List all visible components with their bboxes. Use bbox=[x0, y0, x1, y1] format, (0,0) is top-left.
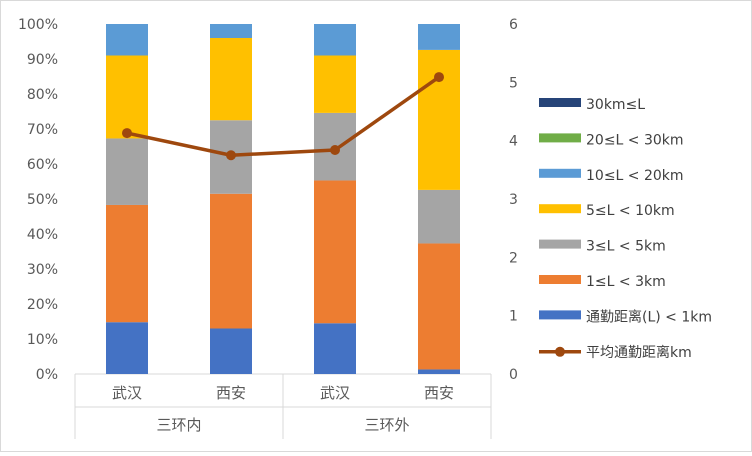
left-tick-label: 80% bbox=[27, 87, 58, 103]
left-tick-label: 100% bbox=[18, 17, 58, 33]
bar-segment bbox=[314, 180, 356, 324]
bar-segment bbox=[314, 24, 356, 56]
left-tick-label: 40% bbox=[27, 227, 58, 243]
left-tick-label: 50% bbox=[27, 192, 58, 208]
bar-segment bbox=[418, 243, 460, 370]
bar-segment bbox=[314, 323, 356, 374]
line-point bbox=[330, 145, 340, 155]
average-distance-line bbox=[122, 72, 444, 161]
bar-segment bbox=[210, 24, 252, 38]
legend-label: 10≤L < 20km bbox=[586, 168, 684, 184]
category-label: 西安 bbox=[424, 384, 454, 402]
category-label: 武汉 bbox=[112, 384, 142, 402]
bar-segment bbox=[210, 193, 252, 329]
right-tick-label: 1 bbox=[509, 309, 518, 325]
bar-segment bbox=[106, 24, 148, 56]
right-tick-label: 4 bbox=[509, 134, 518, 150]
legend-swatch bbox=[539, 133, 581, 143]
bar-segment bbox=[314, 55, 356, 113]
legend-swatch bbox=[539, 239, 581, 249]
bar-segment bbox=[106, 204, 148, 323]
right-axis-ticks: 0 1 2 3 4 5 6 bbox=[509, 17, 518, 383]
right-tick-label: 5 bbox=[509, 75, 518, 91]
left-axis-ticks: 0% 10% 20% 30% 40% 50% 60% 70% 80% 90% 100% bbox=[18, 17, 58, 383]
left-tick-label: 70% bbox=[27, 122, 58, 138]
legend-swatch bbox=[539, 310, 581, 320]
bar-segment bbox=[106, 138, 148, 205]
average-distance-line-path bbox=[126, 75, 441, 157]
left-tick-label: 30% bbox=[27, 262, 58, 278]
bar-segment bbox=[418, 24, 460, 50]
category-group-label: 三环外 bbox=[364, 416, 409, 434]
legend-label: 3≤L < 5km bbox=[586, 239, 666, 255]
right-tick-label: 3 bbox=[509, 192, 518, 208]
legend-label: 20≤L < 30km bbox=[586, 132, 684, 148]
bar-segment bbox=[210, 328, 252, 374]
legend-swatch bbox=[539, 275, 581, 284]
line-point bbox=[122, 128, 132, 139]
category-label: 武汉 bbox=[320, 384, 350, 402]
line-point bbox=[226, 150, 236, 161]
legend-line-marker bbox=[555, 346, 565, 357]
left-tick-label: 90% bbox=[27, 52, 58, 68]
bar-segment bbox=[418, 369, 460, 374]
right-tick-label: 6 bbox=[509, 17, 518, 33]
bar-segment bbox=[418, 189, 460, 244]
left-tick-label: 20% bbox=[27, 297, 58, 313]
legend-label: 30km≤L bbox=[586, 97, 645, 113]
legend-swatch bbox=[539, 98, 581, 107]
left-tick-label: 10% bbox=[27, 332, 58, 348]
left-tick-label: 60% bbox=[27, 157, 58, 173]
line-point bbox=[434, 72, 444, 83]
legend-swatch bbox=[539, 168, 581, 178]
legend-label: 1≤L < 3km bbox=[586, 274, 666, 290]
bar-segment bbox=[106, 55, 148, 139]
category-group-label: 三环内 bbox=[156, 416, 201, 434]
bar-segment bbox=[210, 38, 252, 121]
bar-segment bbox=[418, 49, 460, 190]
legend-label: 5≤L < 10km bbox=[586, 203, 675, 219]
bar-segment bbox=[106, 322, 148, 374]
category-label: 西安 bbox=[216, 384, 246, 402]
legend-label: 平均通勤距离km bbox=[586, 344, 692, 361]
right-tick-label: 2 bbox=[509, 250, 518, 266]
legend-label: 通勤距离(L) < 1km bbox=[586, 308, 712, 325]
bar-stacks bbox=[106, 24, 460, 374]
legend-swatch bbox=[539, 204, 581, 214]
right-tick-label: 0 bbox=[509, 367, 518, 383]
legend: 30km≤L 20≤L < 30km 10≤L < 20km 5≤L < 10km 3≤… bbox=[539, 97, 712, 361]
left-tick-label: 0% bbox=[36, 367, 58, 383]
